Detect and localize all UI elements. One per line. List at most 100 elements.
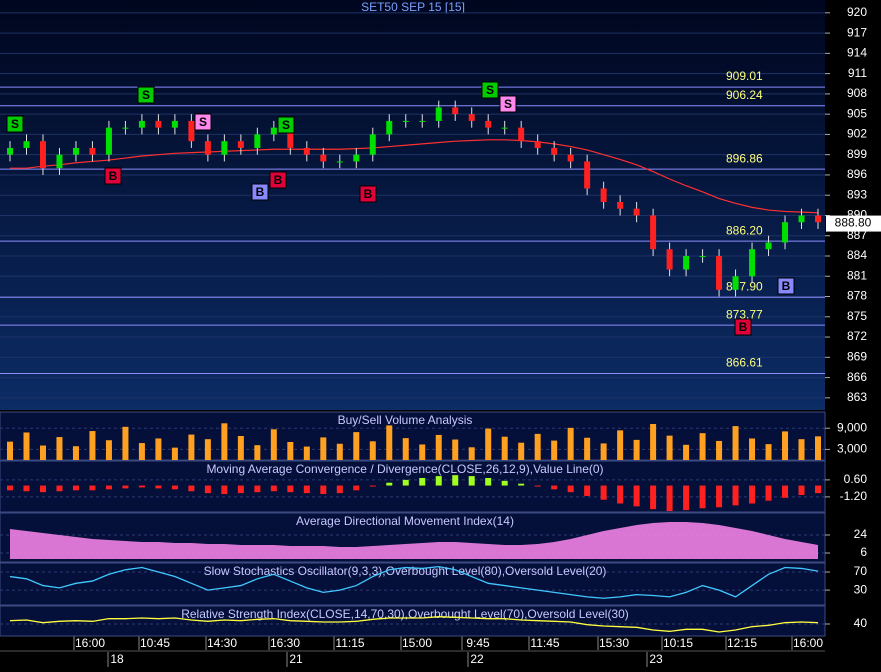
bar: [716, 440, 723, 460]
candle-body: [270, 127, 277, 135]
candle-body: [336, 161, 343, 163]
candle-body: [320, 154, 327, 162]
bar: [699, 485, 706, 509]
bar: [600, 485, 607, 500]
last-price-label: 888.80: [835, 216, 872, 230]
y-tick-label: 872: [847, 329, 867, 343]
bar: [39, 445, 46, 460]
bar: [749, 485, 756, 504]
bar: [567, 427, 574, 460]
chart-title: SET50 SEP 15 [15]: [361, 0, 465, 14]
bar: [584, 485, 591, 496]
panel-title: Buy/Sell Volume Analysis: [338, 413, 473, 427]
candle-body: [782, 222, 789, 243]
bar: [105, 440, 112, 460]
y-tick-label: 863: [847, 390, 867, 404]
signal-box: [499, 95, 517, 113]
signal-label: B: [739, 320, 748, 334]
level-label: 866.61: [726, 356, 763, 370]
bar: [72, 485, 79, 491]
y-tick-label: 6: [860, 545, 867, 559]
last-price-box: [826, 215, 881, 232]
bar: [89, 485, 96, 491]
bar: [320, 437, 327, 460]
level-label: 886.20: [726, 223, 763, 237]
candle-body: [23, 141, 30, 148]
signal-label: S: [486, 83, 494, 97]
candle-body: [353, 154, 360, 162]
signal-box: [137, 86, 155, 104]
candle-body: [815, 215, 821, 223]
bar: [716, 485, 723, 508]
bar: [452, 475, 459, 486]
bar: [782, 431, 789, 460]
y-tick-label: 70: [854, 564, 868, 578]
bar: [815, 436, 821, 460]
candle-body: [369, 134, 376, 155]
bar: [798, 485, 805, 495]
signal-box: [251, 183, 269, 201]
price-panel: [0, 0, 825, 410]
panel-title: Average Directional Movement Index(14): [296, 514, 514, 528]
bar: [600, 443, 607, 460]
bar: [171, 447, 178, 460]
bar: [386, 482, 393, 486]
bar: [7, 485, 13, 491]
bar: [749, 438, 756, 460]
bar: [815, 485, 821, 494]
bar: [584, 437, 591, 460]
candle-body: [683, 255, 690, 270]
bar: [765, 444, 772, 460]
candle-body: [287, 127, 294, 148]
bar: [732, 485, 739, 506]
area: [10, 522, 818, 559]
date-label: 22: [470, 652, 484, 666]
bar: [188, 485, 195, 492]
x-tick-label: 9:45: [466, 636, 490, 650]
bar: [501, 436, 508, 460]
moving-average: [10, 139, 819, 214]
level-label: 873.77: [726, 307, 763, 321]
candle-body: [567, 154, 574, 162]
signal-box: [777, 277, 795, 295]
bar: [320, 485, 327, 495]
bar: [419, 444, 426, 460]
bar: [237, 436, 244, 460]
candle-body: [89, 147, 96, 155]
signal-box: [277, 116, 295, 134]
bar: [72, 446, 79, 460]
candle-body: [765, 242, 772, 250]
candle-body: [171, 120, 178, 128]
bar: [105, 485, 112, 490]
bar: [699, 433, 706, 460]
candle-body: [254, 134, 261, 148]
candle-body: [122, 127, 129, 129]
x-tick-label: 16:30: [270, 636, 300, 650]
candle-body: [303, 147, 310, 155]
line: [9, 565, 819, 599]
bar: [534, 485, 541, 487]
candle-body: [633, 208, 640, 216]
bar: [122, 426, 129, 460]
bar: [567, 485, 574, 493]
bar: [56, 437, 63, 460]
candle-body: [204, 141, 211, 155]
y-tick-label: 875: [847, 309, 867, 323]
bar: [485, 428, 492, 460]
x-tick-label: 15:00: [402, 636, 432, 650]
bar: [798, 439, 805, 460]
candle-body: [386, 120, 393, 135]
bar: [369, 485, 376, 487]
bar: [23, 485, 30, 492]
x-tick-label: 10:15: [663, 636, 693, 650]
bar: [7, 441, 13, 460]
y-tick-label: 40: [854, 616, 868, 630]
x-tick-label: 16:00: [75, 636, 105, 650]
y-tick-label: 911: [848, 66, 867, 80]
signal-box: [194, 113, 212, 131]
bar: [617, 430, 624, 460]
bar: [56, 485, 63, 492]
y-tick-label: 3,000: [837, 442, 867, 456]
bar: [419, 478, 426, 486]
